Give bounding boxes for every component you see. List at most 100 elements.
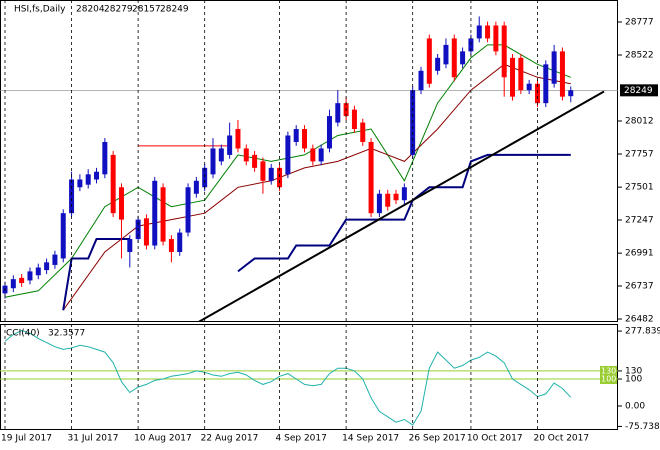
candle-body (318, 148, 324, 162)
candle-body (326, 116, 332, 149)
candle-body (543, 64, 549, 104)
candle-body (102, 141, 108, 175)
y-tick-label: 27247 (625, 216, 654, 226)
candle-body (335, 103, 341, 123)
level-label: 100 (601, 375, 616, 384)
x-tick-label: 26 Sep 2017 (409, 434, 466, 444)
candle-body (127, 239, 133, 252)
candle-body (559, 51, 565, 97)
candle-body (94, 171, 100, 180)
y-tick-label: 28522 (625, 51, 654, 61)
header-low: 28157 (132, 5, 161, 15)
level-label: 130 (601, 366, 616, 375)
candle-body (393, 193, 399, 201)
candle-body (177, 232, 183, 252)
candle-body (293, 129, 299, 142)
candle-body (376, 193, 382, 214)
candle-body (435, 57, 441, 71)
symbol-title: HSI,fs,Daily (14, 5, 66, 15)
cci-title: CCI(40) (6, 329, 40, 339)
candle-body (351, 109, 357, 130)
overlay-line (196, 90, 605, 322)
candle-body (360, 122, 366, 142)
x-tick-label: 22 Aug 2017 (201, 434, 259, 444)
candle-body (368, 141, 374, 214)
candle-body (243, 148, 249, 162)
candle-body (443, 44, 449, 65)
y-tick-label: 27501 (625, 183, 654, 193)
x-tick-label: 10 Aug 2017 (134, 434, 192, 444)
y-tick-label: 26991 (625, 249, 654, 259)
candle-body (252, 154, 258, 168)
candle-body (260, 161, 266, 181)
level-box (600, 374, 617, 385)
candle-body (460, 51, 466, 65)
candle-body (210, 148, 216, 175)
candle-body (451, 38, 457, 78)
y-tick-label: 28777 (625, 18, 654, 28)
y-tick-label: 130 (625, 366, 642, 376)
candle-body (193, 180, 199, 194)
current-price-box (620, 84, 658, 97)
overlay-line (62, 63, 571, 311)
y-tick-label: 0.00 (625, 401, 645, 411)
y-tick-label: -75.7383 (625, 422, 660, 432)
candle-body (426, 38, 432, 84)
candle-body (52, 254, 58, 265)
overlay-line (62, 153, 571, 311)
y-tick-label: 26737 (625, 282, 654, 292)
candle-body (385, 193, 391, 207)
candle-body (485, 25, 491, 39)
candle-body (302, 129, 308, 149)
x-tick-label: 14 Sep 2017 (342, 434, 399, 444)
header-close: 28249 (160, 5, 189, 15)
main-plot (0, 16, 618, 322)
candle-body (60, 213, 66, 259)
candle-body (27, 271, 33, 281)
candle-body (152, 180, 158, 246)
candle-body (110, 154, 116, 214)
candle-body (77, 179, 83, 188)
main-frame (0, 0, 618, 322)
candle-body (168, 239, 174, 252)
current-price-label: 28249 (624, 86, 653, 96)
candle-body (493, 25, 499, 52)
candle-body (202, 167, 208, 188)
header-high: 28279 (104, 5, 133, 15)
candle-body (510, 57, 516, 97)
candle-body (185, 187, 191, 233)
candle-body (218, 148, 224, 162)
candle-body (268, 167, 274, 181)
x-tick-label: 10 Oct 2017 (467, 434, 523, 444)
candle-body (44, 262, 50, 271)
candle-body (518, 57, 524, 91)
candle-body (19, 277, 25, 284)
cci-value: 32.3577 (48, 329, 85, 339)
candle-body (551, 51, 557, 84)
candle-body (85, 174, 91, 185)
y-tick-label: 100 (625, 375, 642, 385)
candle-body (310, 148, 316, 162)
overlay-line (4, 44, 571, 298)
candle-body (501, 25, 507, 78)
candle-body (418, 70, 424, 91)
level-box (600, 365, 617, 376)
candle-body (160, 187, 166, 242)
x-tick-label: 31 Jul 2017 (68, 434, 119, 444)
candle-body (568, 90, 574, 97)
y-tick-label: 28012 (625, 117, 654, 127)
candle-body (285, 135, 291, 175)
x-tick-label: 20 Oct 2017 (533, 434, 589, 444)
y-tick-label: 26482 (625, 315, 654, 325)
x-tick-label: 4 Sep 2017 (276, 434, 327, 444)
candle-body (118, 187, 124, 220)
candle-body (476, 25, 482, 39)
cci-frame (0, 324, 618, 430)
candle-body (277, 167, 283, 188)
cci-line (4, 329, 572, 426)
candle-body (227, 135, 233, 155)
candle-body (10, 279, 16, 289)
